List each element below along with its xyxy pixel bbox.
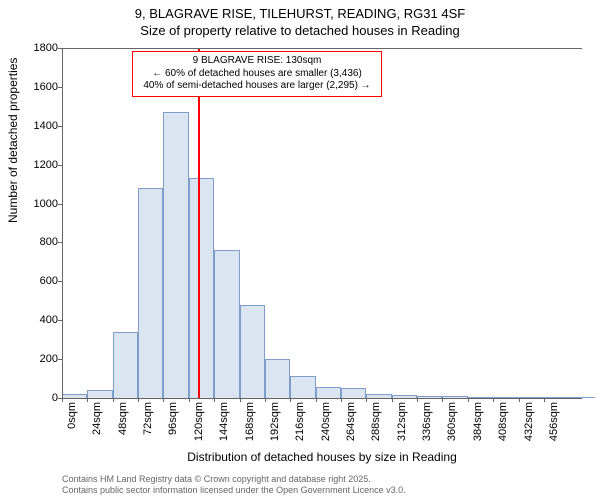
y-tick (58, 242, 62, 243)
y-tick-label: 1200 (8, 159, 58, 171)
y-tick-label: 0 (8, 392, 58, 404)
histogram-bar (189, 178, 214, 398)
x-tick (113, 398, 114, 402)
y-tick (58, 320, 62, 321)
y-tick (58, 87, 62, 88)
x-tick (138, 398, 139, 402)
x-axis (62, 398, 582, 399)
x-axis-top (62, 48, 582, 49)
annotation-box: 9 BLAGRAVE RISE: 130sqm ← 60% of detache… (132, 51, 382, 97)
x-tick (392, 398, 393, 402)
y-tick (58, 204, 62, 205)
x-tick-label: 384sqm (472, 402, 484, 441)
x-tick-label: 360sqm (446, 402, 458, 441)
x-axis-label: Distribution of detached houses by size … (62, 450, 582, 464)
y-tick-label: 1400 (8, 120, 58, 132)
x-tick-label: 48sqm (117, 402, 129, 435)
y-tick (58, 126, 62, 127)
histogram-bar (316, 387, 341, 398)
x-tick-label: 240sqm (320, 402, 332, 441)
histogram-bar (341, 388, 366, 398)
x-tick-label: 408sqm (497, 402, 509, 441)
annotation-line2: ← 60% of detached houses are smaller (3,… (139, 68, 375, 81)
histogram-bar (290, 376, 315, 398)
x-tick (417, 398, 418, 402)
x-tick-label: 144sqm (218, 402, 230, 441)
y-tick-label: 800 (8, 236, 58, 248)
y-tick (58, 165, 62, 166)
footer-line2: Contains public sector information licen… (62, 485, 406, 496)
histogram-bar (163, 112, 188, 398)
x-tick (468, 398, 469, 402)
x-tick (62, 398, 63, 402)
x-tick-label: 72sqm (142, 402, 154, 435)
y-tick-label: 400 (8, 314, 58, 326)
chart-title-main: 9, BLAGRAVE RISE, TILEHURST, READING, RG… (0, 0, 600, 23)
y-tick-label: 1600 (8, 81, 58, 93)
x-tick-label: 24sqm (91, 402, 103, 435)
histogram-bar (87, 390, 112, 398)
footer: Contains HM Land Registry data © Crown c… (62, 474, 406, 496)
x-tick (214, 398, 215, 402)
plot-area: 9 BLAGRAVE RISE: 130sqm ← 60% of detache… (62, 48, 582, 398)
x-tick (544, 398, 545, 402)
y-tick-label: 600 (8, 275, 58, 287)
x-tick-label: 432sqm (523, 402, 535, 441)
x-tick (163, 398, 164, 402)
y-axis (62, 48, 63, 398)
x-tick (316, 398, 317, 402)
histogram-bar (240, 305, 265, 398)
y-tick (58, 281, 62, 282)
x-tick-label: 216sqm (294, 402, 306, 441)
x-tick (442, 398, 443, 402)
x-tick-label: 264sqm (345, 402, 357, 441)
x-tick-label: 0sqm (66, 402, 78, 429)
y-tick (58, 359, 62, 360)
x-tick (189, 398, 190, 402)
x-tick (87, 398, 88, 402)
y-tick-label: 1000 (8, 198, 58, 210)
chart-title-sub: Size of property relative to detached ho… (0, 23, 600, 44)
x-tick (290, 398, 291, 402)
x-tick-label: 456sqm (548, 402, 560, 441)
footer-line1: Contains HM Land Registry data © Crown c… (62, 474, 406, 485)
chart-container: 9, BLAGRAVE RISE, TILEHURST, READING, RG… (0, 0, 600, 500)
y-tick-label: 1800 (8, 42, 58, 54)
histogram-bar (265, 359, 290, 398)
x-tick-label: 288sqm (370, 402, 382, 441)
x-tick (493, 398, 494, 402)
y-tick-label: 200 (8, 353, 58, 365)
histogram-bar (113, 332, 138, 398)
x-tick-label: 336sqm (421, 402, 433, 441)
y-tick (58, 48, 62, 49)
x-tick (240, 398, 241, 402)
x-tick-label: 120sqm (193, 402, 205, 441)
x-tick-label: 312sqm (396, 402, 408, 441)
annotation-line1: 9 BLAGRAVE RISE: 130sqm (139, 55, 375, 68)
x-tick-label: 192sqm (269, 402, 281, 441)
x-tick-label: 96sqm (167, 402, 179, 435)
x-tick (366, 398, 367, 402)
x-tick-label: 168sqm (244, 402, 256, 441)
x-tick (265, 398, 266, 402)
annotation-line3: 40% of semi-detached houses are larger (… (139, 80, 375, 93)
reference-line-marker (198, 48, 200, 398)
histogram-bar (214, 250, 239, 398)
x-tick (341, 398, 342, 402)
histogram-bar (138, 188, 163, 398)
x-tick (519, 398, 520, 402)
